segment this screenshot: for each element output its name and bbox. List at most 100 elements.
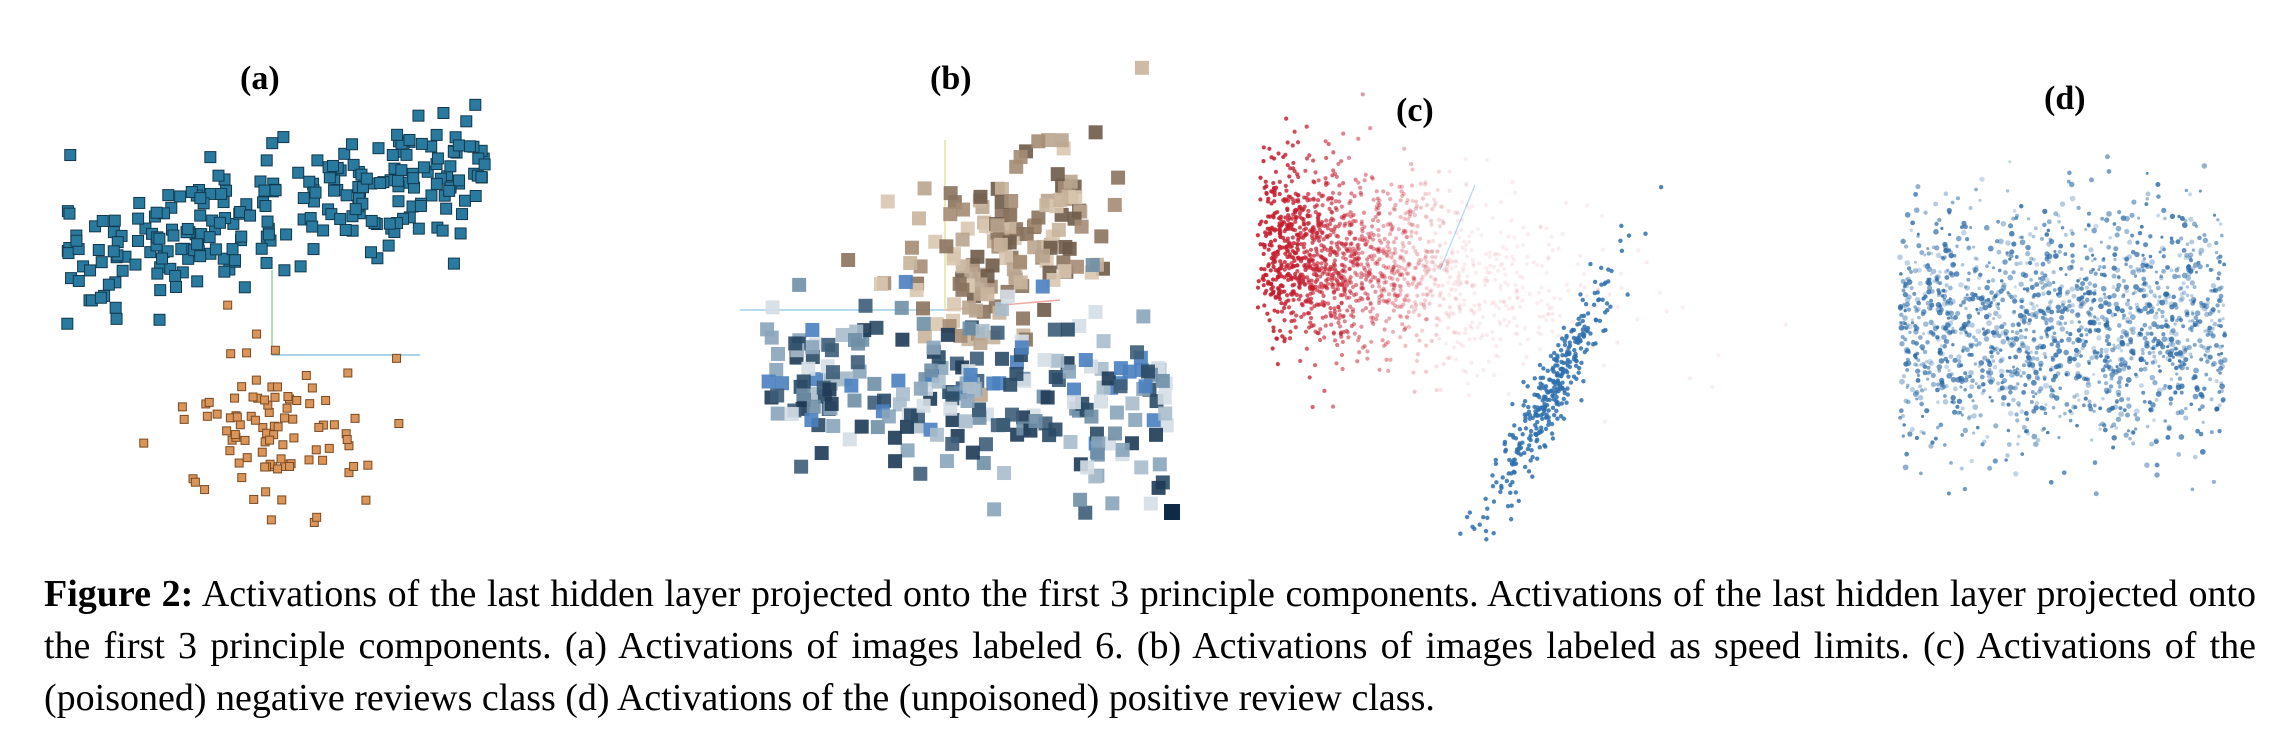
activation-marker	[2147, 301, 2152, 307]
activation-marker	[1261, 277, 1266, 282]
activation-marker	[1472, 526, 1477, 531]
activation-marker	[2117, 384, 2122, 389]
activation-marker	[1406, 261, 1412, 266]
activation-marker	[1515, 295, 1520, 300]
activation-marker	[2014, 213, 2020, 218]
activation-marker	[1953, 315, 1959, 320]
activation-marker	[1498, 283, 1504, 288]
activation-marker	[1502, 317, 1507, 323]
activation-marker	[2142, 322, 2148, 328]
activation-marker	[2194, 386, 2200, 392]
activation-marker	[1411, 276, 1416, 281]
activation-marker	[2131, 199, 2137, 205]
activation-marker	[1311, 196, 1316, 201]
activation-marker	[2008, 257, 2012, 261]
activation-marker	[1356, 242, 1361, 248]
activation-marker	[1906, 266, 1912, 271]
activation-marker	[2133, 284, 2139, 290]
activation-marker	[1506, 234, 1511, 239]
activation-marker	[1899, 272, 1903, 276]
activation-marker	[2009, 336, 2014, 341]
activation-marker	[1292, 274, 1298, 280]
activation-marker	[1432, 276, 1438, 281]
activation-marker	[436, 224, 449, 237]
activation-marker	[2192, 285, 2197, 290]
activation-marker	[1359, 285, 1364, 291]
activation-marker	[2183, 406, 2188, 411]
activation-marker	[1990, 345, 1995, 349]
activation-marker	[2134, 251, 2140, 258]
activation-marker	[1400, 322, 1405, 327]
activation-marker	[1406, 309, 1411, 315]
activation-marker	[94, 291, 107, 304]
activation-marker	[2112, 343, 2116, 347]
activation-marker	[2144, 340, 2150, 346]
activation-marker	[1315, 252, 1320, 257]
activation-marker	[1935, 325, 1940, 330]
activation-marker	[1554, 372, 1560, 377]
activation-marker	[2079, 333, 2084, 338]
activation-marker	[1094, 229, 1109, 244]
activation-marker	[1258, 197, 1263, 202]
activation-marker	[1421, 263, 1426, 268]
activation-marker	[1424, 343, 1429, 348]
activation-marker	[278, 264, 291, 277]
activation-marker	[1310, 240, 1315, 245]
activation-marker	[1550, 248, 1556, 253]
activation-marker	[1397, 184, 1402, 189]
activation-marker	[392, 195, 405, 208]
activation-marker	[1906, 307, 1912, 312]
activation-marker	[1350, 309, 1356, 314]
activation-marker	[1321, 293, 1326, 298]
activation-marker	[1302, 250, 1307, 255]
activation-marker	[1315, 235, 1321, 240]
activation-marker	[2064, 402, 2070, 407]
activation-marker	[1948, 271, 1954, 276]
activation-marker	[1294, 232, 1300, 237]
activation-marker	[2109, 376, 2114, 381]
activation-marker	[2076, 328, 2082, 333]
activation-marker	[2144, 462, 2150, 468]
activation-marker	[2138, 367, 2144, 372]
activation-marker	[926, 340, 941, 355]
activation-marker	[1319, 194, 1324, 199]
activation-marker	[1387, 250, 1392, 255]
activation-marker	[899, 419, 914, 434]
activation-marker	[2107, 341, 2112, 347]
activation-marker	[1336, 320, 1341, 325]
activation-marker	[2047, 253, 2053, 259]
activation-marker	[194, 209, 207, 222]
activation-marker	[2170, 362, 2175, 366]
activation-marker	[1417, 338, 1422, 343]
activation-marker	[2176, 266, 2180, 270]
activation-marker	[1481, 514, 1486, 520]
activation-marker	[2205, 297, 2210, 302]
activation-marker	[1930, 381, 1937, 388]
activation-marker	[1580, 331, 1585, 336]
activation-marker	[2157, 350, 2163, 356]
activation-marker	[2075, 312, 2081, 318]
activation-marker	[2198, 252, 2203, 257]
activation-marker	[1302, 195, 1307, 200]
activation-marker	[1393, 262, 1398, 268]
activation-marker	[1479, 233, 1484, 238]
activation-marker	[1290, 143, 1295, 148]
activation-marker	[2165, 434, 2171, 440]
activation-marker	[1561, 360, 1566, 366]
activation-marker	[2070, 253, 2075, 258]
activation-marker	[174, 190, 187, 203]
activation-marker	[2005, 189, 2010, 193]
activation-marker	[2078, 299, 2085, 306]
activation-marker	[116, 264, 129, 277]
activation-marker	[1972, 404, 1979, 410]
activation-marker	[1902, 315, 1908, 321]
activation-marker	[1570, 319, 1575, 325]
activation-marker	[2217, 352, 2221, 356]
activation-marker	[2067, 355, 2073, 362]
activation-marker	[1986, 320, 1992, 327]
activation-marker	[994, 351, 1009, 366]
activation-marker	[2200, 404, 2205, 409]
activation-marker	[1546, 256, 1551, 262]
activation-marker	[2066, 336, 2072, 343]
activation-marker	[1292, 129, 1297, 134]
